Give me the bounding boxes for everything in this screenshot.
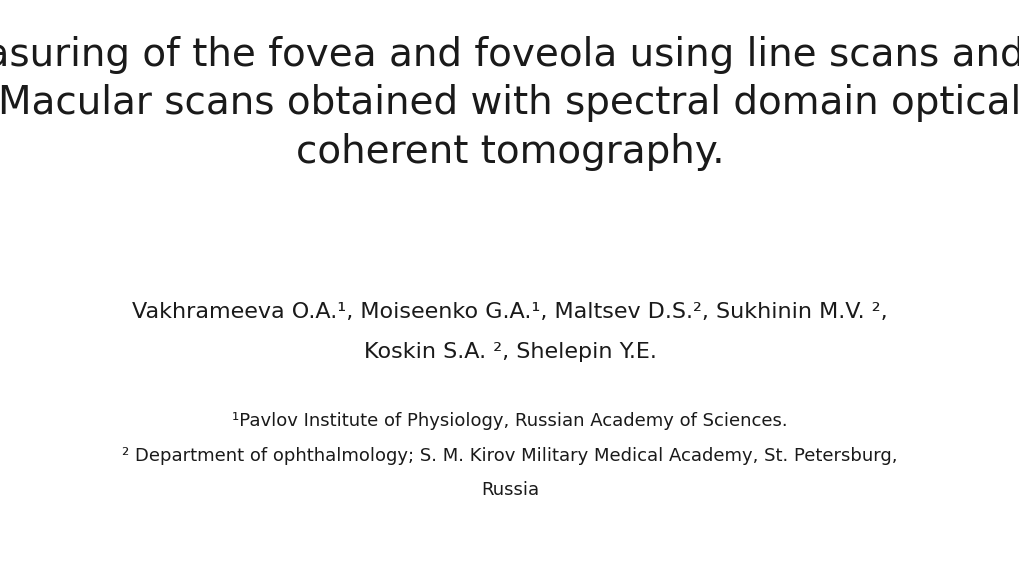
Text: Russia: Russia <box>481 481 538 499</box>
Text: ² Department of ophthalmology; S. M. Kirov Military Medical Academy, St. Petersb: ² Department of ophthalmology; S. M. Kir… <box>122 446 897 465</box>
Text: ¹Pavlov Institute of Physiology, Russian Academy of Sciences.: ¹Pavlov Institute of Physiology, Russian… <box>232 412 787 430</box>
Text: Vakhrameeva O.A.¹, Moiseenko G.A.¹, Maltsev D.S.², Sukhinin M.V. ²,: Vakhrameeva O.A.¹, Moiseenko G.A.¹, Malt… <box>132 303 887 322</box>
Text: Measuring of the fovea and foveola using line scans and 3D
Macular scans obtaine: Measuring of the fovea and foveola using… <box>0 36 1019 171</box>
Text: Koskin S.A. ², Shelepin Y.E.: Koskin S.A. ², Shelepin Y.E. <box>363 343 656 362</box>
